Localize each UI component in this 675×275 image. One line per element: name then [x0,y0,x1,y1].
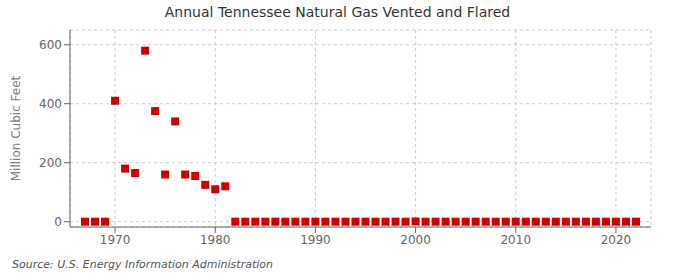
svg-text:0: 0 [54,215,62,229]
svg-text:2010: 2010 [500,233,531,247]
svg-text:Million Cubic Feet: Million Cubic Feet [9,75,23,181]
svg-text:2000: 2000 [400,233,431,247]
svg-text:1990: 1990 [300,233,331,247]
svg-text:200: 200 [39,156,62,170]
svg-text:2020: 2020 [601,233,632,247]
html-text:Source: U.S. Energy Informatio: Source: U.S. Energy Information Administ… [12,258,273,271]
svg-text:1970: 1970 [100,233,131,247]
html-text:Annual Tennessee Natural Gas V: Annual Tennessee Natural Gas Vented and … [164,4,511,20]
svg-text:600: 600 [39,38,62,52]
svg-text:1980: 1980 [200,233,231,247]
svg-text:400: 400 [39,97,62,111]
